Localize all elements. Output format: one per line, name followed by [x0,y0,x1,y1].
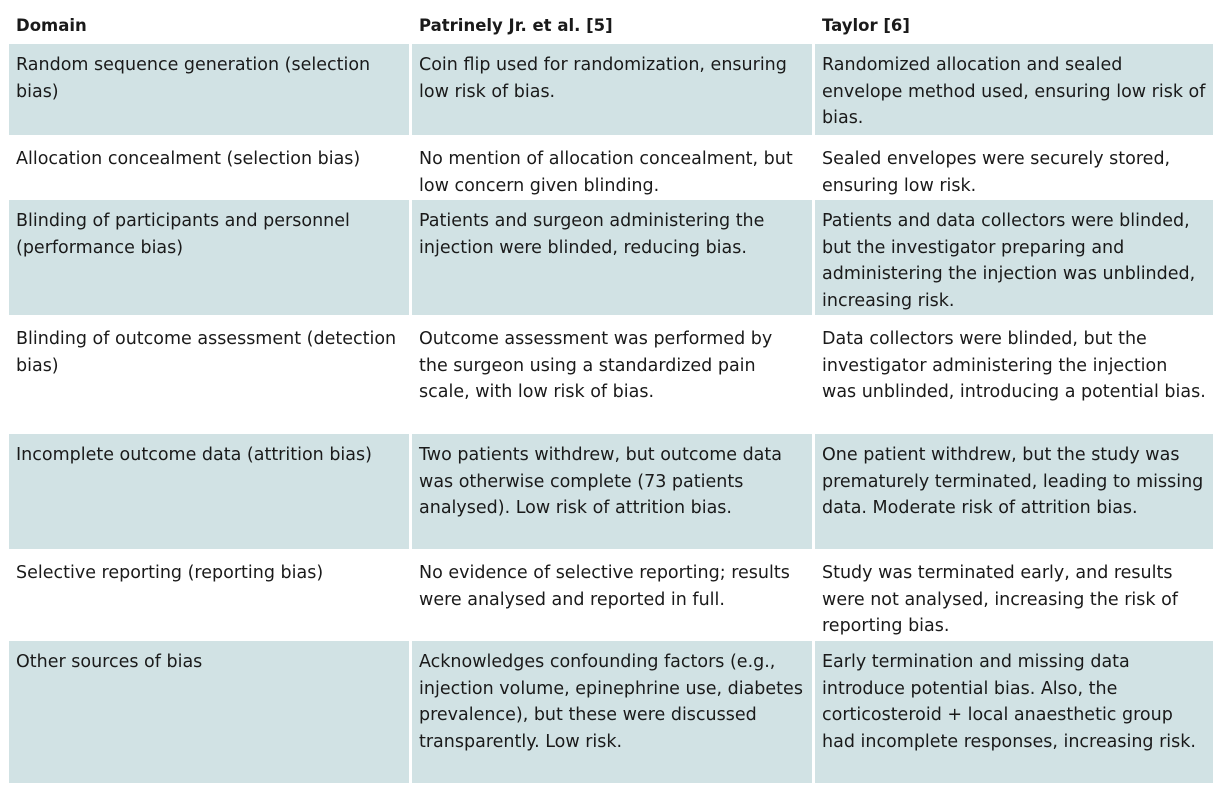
domain-cell: Selective reporting (reporting bias) [16,563,324,583]
domain-cell: Allocation concealment (selection bias) [16,149,361,169]
patrinely-cell: No evidence of selective reporting; resu… [419,563,790,610]
table-row: Blinding of participants and personnel (… [9,200,1213,315]
patrinely-cell: Patients and surgeon administering the i… [412,200,812,315]
domain-cell: Random sequence generation (selection bi… [9,44,409,135]
table-row: Incomplete outcome data (attrition bias)… [9,434,1213,549]
header-taylor: Taylor [6] [822,16,910,35]
domain-cell: Incomplete outcome data (attrition bias) [9,434,409,549]
header-domain: Domain [16,16,87,35]
domain-cell: Blinding of participants and personnel (… [9,200,409,315]
patrinely-cell: No mention of allocation concealment, bu… [419,149,793,196]
taylor-cell: Early termination and missing data intro… [815,641,1213,783]
table-row: Blinding of outcome assessment (detectio… [9,318,1211,431]
taylor-cell: Data collectors were blinded, but the in… [822,329,1206,402]
taylor-cell: Sealed envelopes were securely stored, e… [822,149,1171,196]
taylor-cell: One patient withdrew, but the study was … [815,434,1213,549]
table-row: Selective reporting (reporting bias) No … [9,552,1211,638]
domain-cell: Blinding of outcome assessment (detectio… [16,329,397,376]
table-row: Allocation concealment (selection bias) … [9,138,1211,197]
patrinely-cell: Acknowledges confounding factors (e.g., … [412,641,812,783]
patrinely-cell: Coin flip used for randomization, ensuri… [412,44,812,135]
taylor-cell: Study was terminated early, and results … [822,563,1178,636]
domain-cell: Other sources of bias [9,641,409,783]
taylor-cell: Patients and data collectors were blinde… [815,200,1213,315]
table-header-row: Domain Patrinely Jr. et al. [5] Taylor [… [9,10,1211,41]
taylor-cell: Randomized allocation and sealed envelop… [815,44,1213,135]
patrinely-cell: Two patients withdrew, but outcome data … [412,434,812,549]
header-patrinely: Patrinely Jr. et al. [5] [419,16,613,35]
table-row: Other sources of bias Acknowledges confo… [9,641,1213,783]
risk-of-bias-table: Domain Patrinely Jr. et al. [5] Taylor [… [9,10,1213,786]
patrinely-cell: Outcome assessment was performed by the … [419,329,773,402]
table-row: Random sequence generation (selection bi… [9,44,1213,135]
